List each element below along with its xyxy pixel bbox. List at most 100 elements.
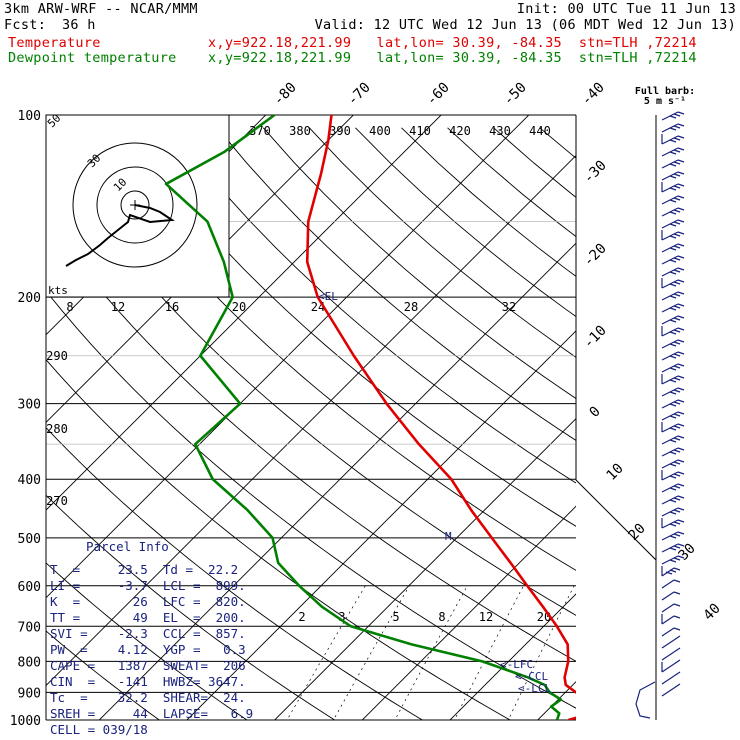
parcel-info-row: PW = 4.12 YGP = 0.3 bbox=[50, 642, 246, 657]
dry-adiabat-line bbox=[46, 359, 511, 720]
wind-barb-feather bbox=[669, 199, 677, 203]
wind-barb-feather bbox=[669, 367, 677, 371]
wind-barb-feather bbox=[669, 475, 677, 479]
dry-adiabat-line bbox=[46, 630, 161, 720]
parcel-info-title: Parcel Info bbox=[86, 539, 169, 554]
parcel-info-row: CIN = -141 HWBZ= 3647. bbox=[50, 674, 246, 689]
isotherm-line bbox=[700, 87, 740, 733]
pressure-tick-label: 400 bbox=[18, 473, 41, 488]
dry-adiabat-line bbox=[46, 562, 248, 720]
dry-adiabat-line bbox=[632, 128, 740, 733]
wind-barb bbox=[661, 567, 675, 577]
wind-barb-feather bbox=[669, 163, 677, 167]
dry-adiabat-line bbox=[46, 290, 576, 709]
wind-barb-feather bbox=[677, 411, 685, 415]
parcel-info-row: TT = 49 EL = 200. bbox=[50, 610, 246, 625]
wind-barb-feather bbox=[669, 319, 677, 323]
wind-barb-feather bbox=[669, 403, 677, 407]
wind-barb-feather bbox=[677, 123, 685, 127]
wind-barb-feather bbox=[669, 235, 677, 239]
wind-barb-feather bbox=[669, 115, 677, 119]
wind-barb bbox=[661, 603, 675, 613]
wind-barb-feather bbox=[677, 279, 685, 283]
wind-barb-feather bbox=[673, 615, 681, 619]
wind-barb-feather bbox=[677, 375, 685, 379]
wind-barb-feather bbox=[669, 259, 677, 263]
level-marker-m: M bbox=[445, 530, 452, 543]
wind-barb-feather bbox=[677, 519, 685, 523]
isotherm-line bbox=[46, 115, 355, 424]
dry-adiabat-line bbox=[678, 128, 740, 733]
wind-barb-feather bbox=[673, 281, 681, 285]
wind-barb-feather bbox=[673, 425, 681, 429]
wind-barb-feather bbox=[677, 507, 685, 511]
wind-barb bbox=[661, 615, 675, 625]
forecast-hour: 36 h bbox=[62, 17, 96, 33]
parcel-info-row: K = 26 LFC = 820. bbox=[50, 594, 246, 609]
wind-barb-feather bbox=[669, 139, 677, 143]
wind-barb-feather bbox=[673, 341, 681, 345]
wind-barb-feather bbox=[677, 267, 685, 271]
wind-barb-feather bbox=[673, 545, 681, 549]
mixing-ratio-label: 5 bbox=[392, 610, 399, 624]
isotherm-label: 0 bbox=[587, 404, 604, 421]
wind-barb-feather bbox=[677, 171, 685, 175]
wind-speed-label: 28 bbox=[404, 300, 418, 314]
theta-label: 420 bbox=[449, 124, 471, 138]
isotherm-line bbox=[537, 681, 576, 720]
wind-barb-feather bbox=[673, 257, 681, 261]
theta-label: 370 bbox=[249, 124, 271, 138]
pressure-tick-label: 700 bbox=[18, 620, 41, 635]
wind-barb-feather bbox=[677, 255, 685, 259]
wind-barb-feather bbox=[673, 365, 681, 369]
wind-barb-feather bbox=[669, 283, 677, 287]
dry-adiabat-line bbox=[46, 426, 424, 720]
isotherm-label: -50 bbox=[501, 80, 530, 109]
wind-barb-feather bbox=[677, 147, 685, 151]
wind-barb-feather bbox=[673, 353, 681, 357]
isotherm-label: -10 bbox=[581, 323, 610, 352]
wind-barb-feather bbox=[677, 363, 685, 367]
pressure-tick-label: 900 bbox=[18, 686, 41, 701]
dry-adiabat-line bbox=[124, 127, 576, 527]
wind-barb-feather bbox=[677, 111, 685, 115]
dry-adiabat-line bbox=[401, 127, 576, 277]
wind-barb-feather bbox=[673, 497, 681, 501]
wind-barb-feather bbox=[673, 413, 681, 417]
wind-barb-feather bbox=[677, 459, 685, 463]
wind-barb-feather bbox=[673, 659, 681, 665]
wind-barb-feather bbox=[673, 461, 681, 465]
wind-barb-feather bbox=[677, 231, 685, 235]
wind-barb-feather bbox=[673, 449, 681, 453]
wind-barb-feather bbox=[673, 149, 681, 153]
forecast-label: Fcst: bbox=[4, 17, 47, 33]
wind-barb-feather bbox=[673, 221, 681, 225]
isotherm-label: -70 bbox=[345, 80, 374, 109]
wind-barb-feather bbox=[669, 343, 677, 347]
isotherm-line bbox=[186, 330, 576, 720]
wind-barb-feather bbox=[673, 533, 681, 537]
mixing-ratio-line bbox=[394, 585, 468, 720]
wind-barb-feather bbox=[673, 603, 681, 607]
theta-left-label: 290 bbox=[46, 349, 68, 363]
dry-adiabat-line bbox=[262, 127, 576, 400]
theta-label: 390 bbox=[329, 124, 351, 138]
wind-barb-feather bbox=[669, 427, 677, 431]
wind-barb-feather bbox=[673, 521, 681, 525]
parcel-info-row: Tc = 32.2 SHEAR= 24. bbox=[50, 690, 246, 705]
wind-barb-feather bbox=[673, 683, 681, 689]
pressure-tick-label: 1000 bbox=[10, 714, 41, 729]
isotherm-line bbox=[613, 87, 740, 733]
wind-barb-feather bbox=[673, 509, 681, 513]
wind-barb-feather bbox=[677, 303, 685, 307]
wind-barb-feather bbox=[673, 113, 681, 117]
isotherm-line bbox=[361, 505, 576, 720]
wind-barb-feather bbox=[673, 173, 681, 177]
wind-barb bbox=[661, 675, 675, 685]
low-level-barbs bbox=[635, 681, 656, 719]
wind-barb-feather bbox=[673, 635, 681, 641]
wind-barb-feather bbox=[677, 243, 685, 247]
wind-speed-label: 20 bbox=[232, 300, 246, 314]
dewpoint-location: x,y=922.18,221.99 lat,lon= 30.39, -84.35… bbox=[208, 50, 697, 66]
